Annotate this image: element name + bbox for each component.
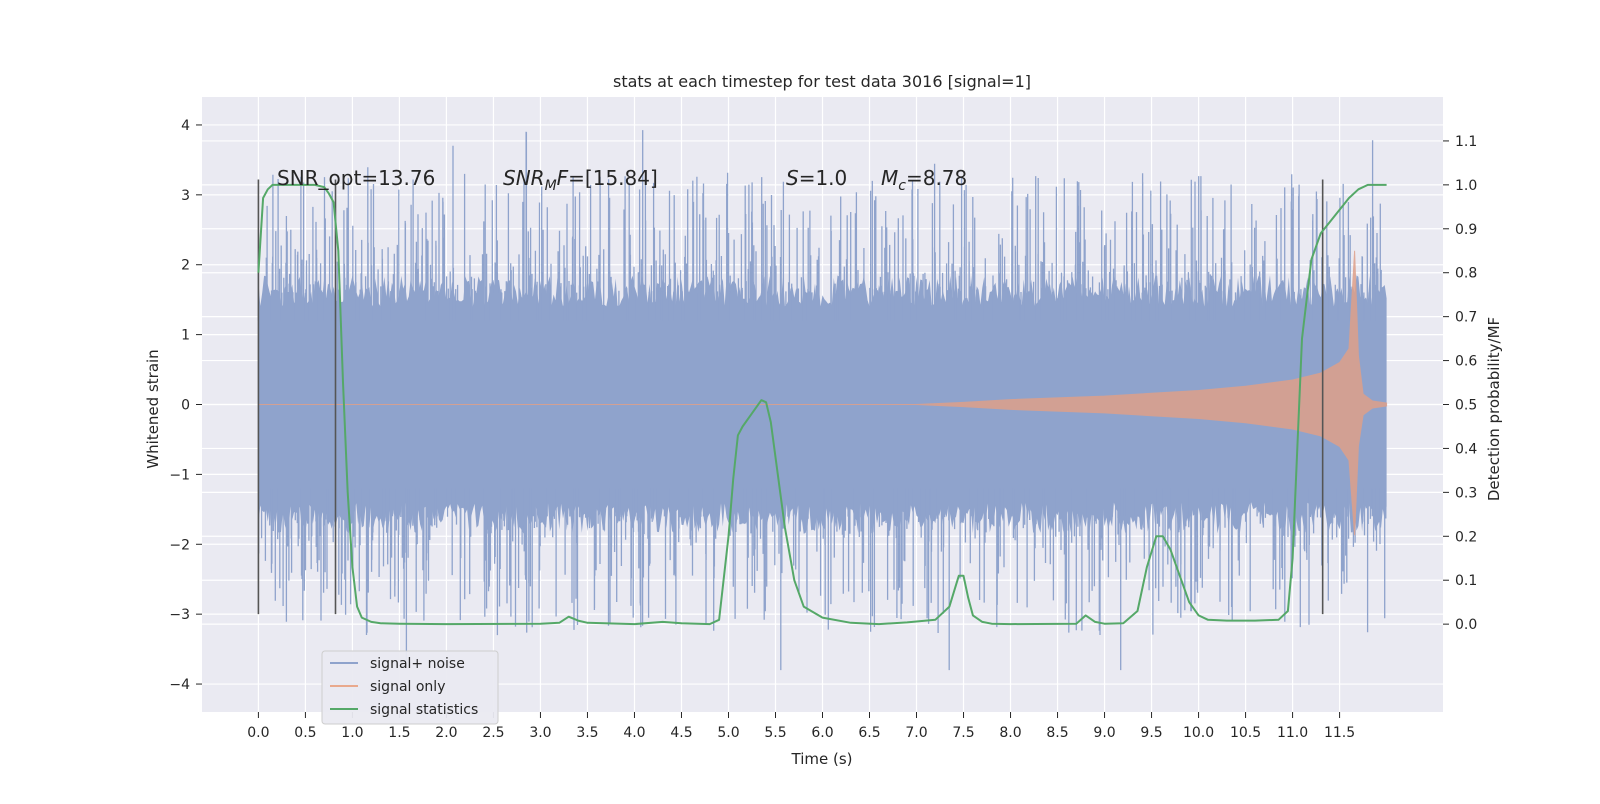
legend-label-signal-noise: signal+ noise (370, 656, 465, 672)
y-left-tick-label: −4 (169, 677, 190, 693)
x-tick-label: 6.5 (858, 725, 880, 741)
x-tick-label: 10.0 (1183, 725, 1214, 741)
y-right-tick-label: 1.1 (1455, 134, 1477, 150)
x-tick-label: 8.5 (1046, 725, 1068, 741)
x-tick-label: 9.0 (1093, 725, 1115, 741)
y-left-tick-label: −3 (169, 607, 190, 623)
x-tick-label: 2.0 (435, 725, 457, 741)
series-signal-only (258, 250, 1388, 536)
x-tick-label: 7.0 (905, 725, 927, 741)
x-tick-label: 2.5 (482, 725, 504, 741)
y-right-tick-label: 0.9 (1455, 222, 1477, 238)
vertical-markers (257, 179, 1324, 615)
annotation-snr-opt: SNR_opt=13.76 (277, 166, 435, 190)
y-left-tick-label: 3 (181, 188, 190, 204)
legend-label-signal-only: signal only (370, 679, 445, 695)
x-tick-label: 6.0 (811, 725, 833, 741)
y-axis-right-ticks: 0.0 0.1 0.2 0.3 0.4 0.5 0.6 0.7 0.8 0.9 1.0 1.1 (1443, 134, 1477, 633)
x-tick-label: 5.5 (764, 725, 786, 741)
y-right-tick-label: 0.5 (1455, 398, 1477, 414)
legend: signal+ noise signal only signal statist… (321, 650, 499, 725)
x-tick-label: 4.0 (623, 725, 645, 741)
series-signal-statistics (257, 183, 1387, 626)
y-right-tick-label: 0.8 (1455, 266, 1477, 282)
x-tick-label: 9.5 (1140, 725, 1162, 741)
y-left-tick-label: 4 (181, 118, 190, 134)
x-axis-label: Time (s) (791, 750, 853, 768)
x-tick-label: 8.0 (999, 725, 1021, 741)
x-tick-label: 5.0 (717, 725, 739, 741)
legend-box (321, 650, 499, 725)
y-right-tick-label: 0.2 (1455, 529, 1477, 545)
y-axis-right-label: Detection probability/MF (1485, 317, 1503, 501)
x-tick-label: 3.0 (529, 725, 551, 741)
x-tick-label: 0.0 (247, 725, 269, 741)
series-signal-noise-spikes (257, 130, 1387, 671)
x-tick-label: 1.5 (388, 725, 410, 741)
y-axis-left-label: Whitened strain (144, 349, 162, 468)
legend-label-signal-statistics: signal statistics (370, 702, 478, 718)
annotation-mc: Mc=8.78 (881, 166, 967, 194)
y-right-tick-label: 0.6 (1455, 354, 1477, 370)
y-axis-left-ticks: −4 −3 −2 −1 0 1 2 3 4 (169, 118, 202, 693)
y-right-tick-label: 0.1 (1455, 573, 1477, 589)
chart-title: stats at each timestep for test data 301… (613, 72, 1031, 91)
annotation-snr-mf: SNRMF=[15.84] (503, 166, 658, 194)
x-tick-label: 4.5 (670, 725, 692, 741)
y-right-tick-label: 0.3 (1455, 485, 1477, 501)
x-tick-label: 11.0 (1277, 725, 1308, 741)
y-left-tick-label: 0 (181, 398, 190, 414)
series-layer (257, 130, 1388, 671)
y-left-tick-label: 2 (181, 258, 190, 274)
x-tick-label: 3.5 (576, 725, 598, 741)
y-right-tick-label: 0.0 (1455, 617, 1477, 633)
x-tick-label: 7.5 (952, 725, 974, 741)
y-left-tick-label: 1 (181, 328, 190, 344)
x-tick-label: 0.5 (294, 725, 316, 741)
y-right-tick-label: 0.7 (1455, 310, 1477, 326)
x-tick-label: 10.5 (1230, 725, 1261, 741)
y-right-tick-label: 0.4 (1455, 441, 1477, 457)
y-left-tick-label: −1 (169, 467, 190, 483)
x-tick-label: 1.0 (341, 725, 363, 741)
x-axis-ticks: 0.0 0.5 1.0 1.5 2.0 2.5 3.0 3.5 4.0 4.5 5.0 5.5 6.0 6… (247, 712, 1355, 741)
y-right-tick-label: 1.0 (1455, 178, 1477, 194)
noise-spike-lines (257, 130, 1387, 671)
y-left-tick-label: −2 (169, 537, 190, 553)
annotation-s: S=1.0 (786, 166, 847, 190)
x-tick-label: 11.5 (1324, 725, 1355, 741)
